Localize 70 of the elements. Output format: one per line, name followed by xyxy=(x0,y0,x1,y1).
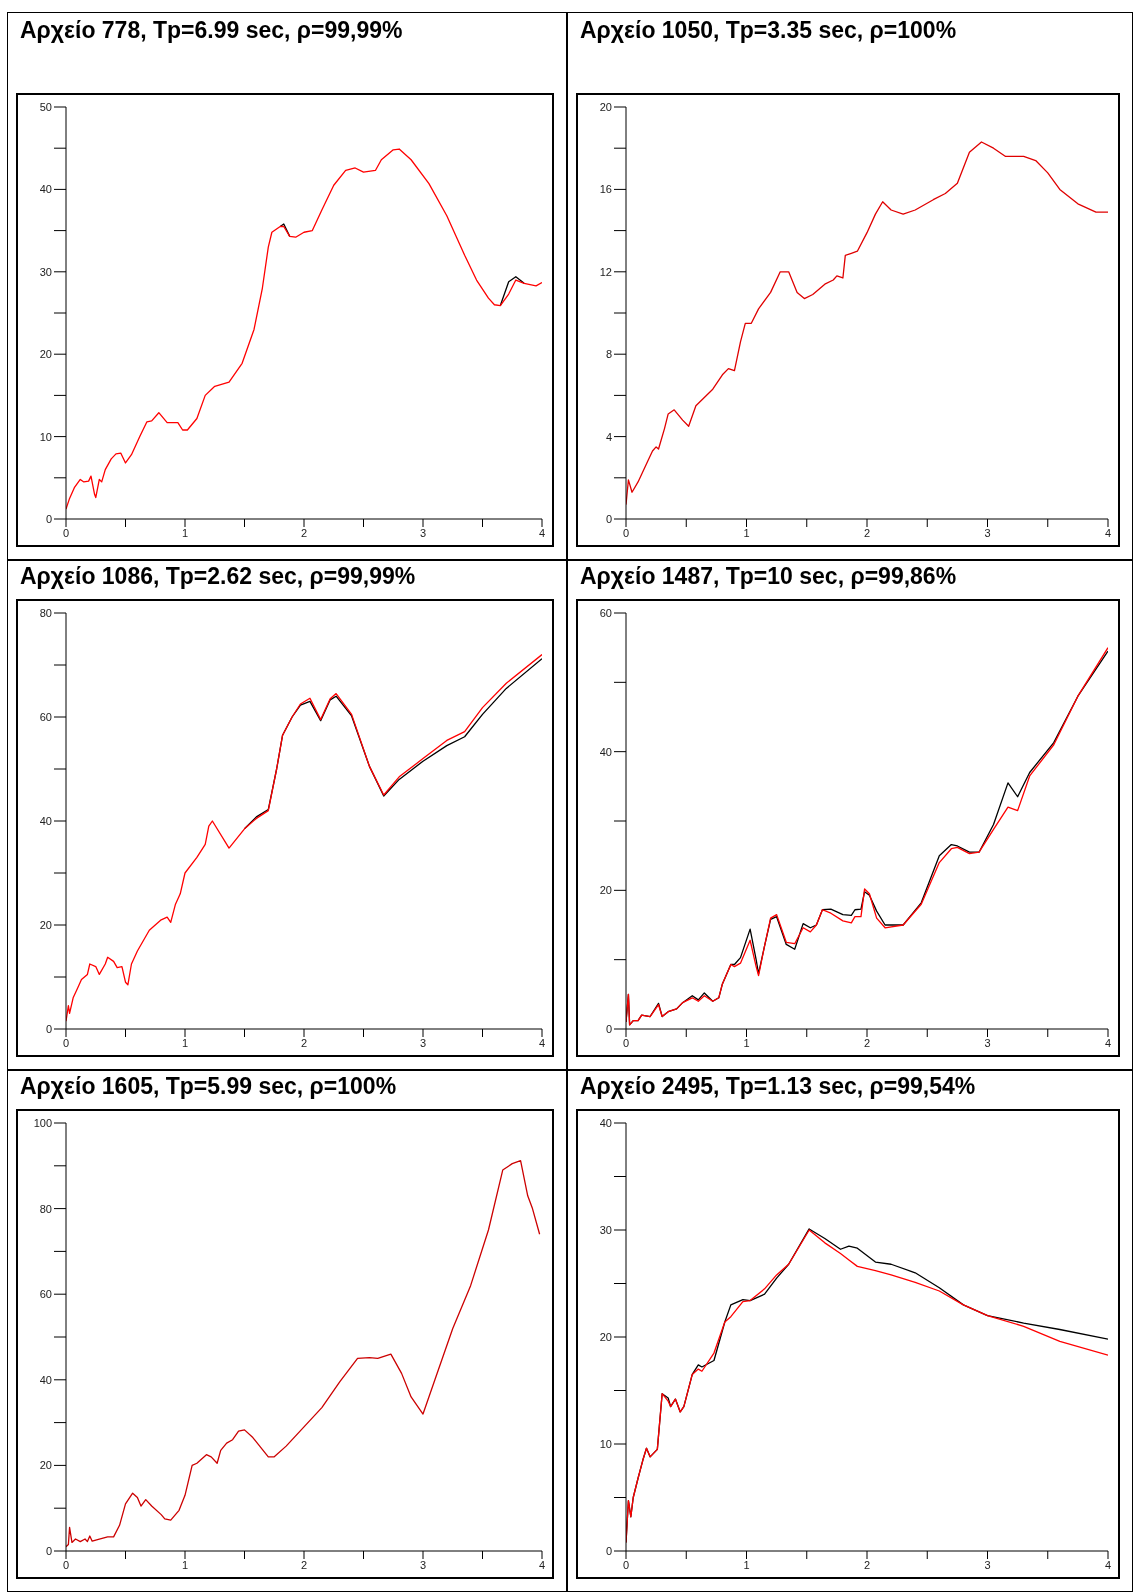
y-tick-label: 40 xyxy=(39,183,52,196)
x-tick-label: 4 xyxy=(1104,1558,1112,1571)
x-tick-label: 3 xyxy=(419,526,427,539)
y-tick-label: 50 xyxy=(39,100,52,113)
y-tick-label: 40 xyxy=(39,814,52,827)
y-tick-label: 30 xyxy=(599,1223,612,1236)
chart-title: Αρχείο 2495, Tp=1.13 sec, ρ=99,54% xyxy=(580,1073,976,1100)
y-tick-label: 0 xyxy=(605,1022,612,1035)
chart-title: Αρχείο 778, Tp=6.99 sec, ρ=99,99% xyxy=(20,17,403,44)
x-tick-label: 0 xyxy=(622,526,630,539)
x-tick-label: 0 xyxy=(62,1558,70,1571)
chart-title: Αρχείο 1050, Tp=3.35 sec, ρ=100% xyxy=(580,17,957,44)
y-tick-label: 20 xyxy=(599,100,612,113)
y-tick-label: 80 xyxy=(39,606,52,619)
y-tick-label: 20 xyxy=(39,1459,52,1472)
y-tick-label: 0 xyxy=(605,512,612,525)
x-tick-label: 1 xyxy=(743,1558,750,1571)
chart-title: Αρχείο 1086, Tp=2.62 sec, ρ=99,99% xyxy=(20,563,416,590)
y-tick-label: 0 xyxy=(45,1544,52,1557)
x-tick-label: 2 xyxy=(300,1036,308,1049)
y-tick-label: 40 xyxy=(39,1373,52,1386)
y-tick-label: 30 xyxy=(39,265,52,278)
x-tick-label: 2 xyxy=(863,1558,871,1571)
y-tick-label: 60 xyxy=(599,606,612,619)
x-tick-label: 3 xyxy=(984,1036,991,1049)
x-tick-label: 1 xyxy=(743,526,750,539)
line-series xyxy=(66,148,542,510)
x-tick-label: 0 xyxy=(62,1036,70,1049)
x-tick-label: 2 xyxy=(300,1558,308,1571)
x-tick-label: 2 xyxy=(863,1036,871,1049)
y-tick-label: 20 xyxy=(599,1330,612,1343)
x-tick-label: 3 xyxy=(984,526,991,539)
y-tick-label: 60 xyxy=(39,710,52,723)
y-tick-label: 16 xyxy=(599,183,612,196)
y-tick-label: 40 xyxy=(599,745,612,758)
y-tick-label: 10 xyxy=(599,1437,612,1450)
x-tick-label: 4 xyxy=(538,1558,546,1571)
y-tick-label: 0 xyxy=(45,1022,52,1035)
x-tick-label: 4 xyxy=(538,1036,546,1049)
x-tick-label: 1 xyxy=(181,1558,189,1571)
y-tick-label: 60 xyxy=(39,1288,52,1301)
x-tick-label: 4 xyxy=(1104,526,1112,539)
x-tick-label: 3 xyxy=(419,1558,427,1571)
y-tick-label: 0 xyxy=(45,512,52,525)
y-tick-label: 20 xyxy=(39,348,52,361)
y-tick-label: 4 xyxy=(605,430,612,443)
chart-title: Αρχείο 1605, Tp=5.99 sec, ρ=100% xyxy=(20,1073,397,1100)
x-tick-label: 3 xyxy=(419,1036,427,1049)
y-tick-label: 10 xyxy=(39,430,52,443)
x-tick-label: 4 xyxy=(538,526,546,539)
x-tick-label: 1 xyxy=(181,526,189,539)
x-tick-label: 3 xyxy=(984,1558,991,1571)
x-tick-label: 4 xyxy=(1104,1036,1112,1049)
y-tick-label: 0 xyxy=(605,1544,612,1557)
x-tick-label: 0 xyxy=(622,1558,630,1571)
x-tick-label: 2 xyxy=(863,526,871,539)
x-tick-label: 1 xyxy=(743,1036,750,1049)
x-tick-label: 0 xyxy=(622,1036,630,1049)
y-tick-label: 20 xyxy=(599,884,612,897)
x-tick-label: 0 xyxy=(62,526,70,539)
chart-title: Αρχείο 1487, Tp=10 sec, ρ=99,86% xyxy=(580,563,957,590)
line-series xyxy=(66,1160,541,1548)
x-tick-label: 1 xyxy=(181,1036,189,1049)
y-tick-label: 100 xyxy=(33,1116,52,1129)
y-tick-label: 12 xyxy=(599,265,612,278)
y-tick-label: 40 xyxy=(599,1116,612,1129)
y-tick-label: 8 xyxy=(605,348,612,361)
y-tick-label: 20 xyxy=(39,918,52,931)
x-tick-label: 2 xyxy=(300,526,308,539)
y-tick-label: 80 xyxy=(39,1202,52,1215)
